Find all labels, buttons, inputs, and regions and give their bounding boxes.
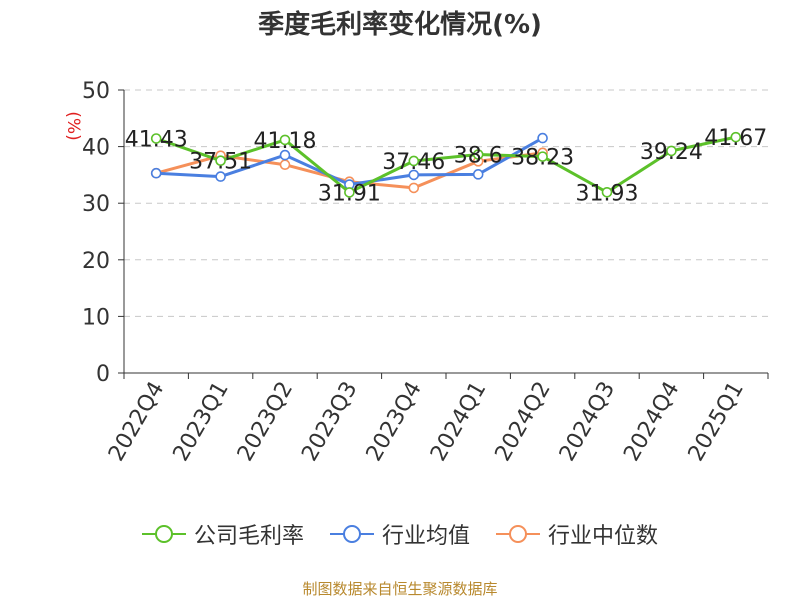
data-point	[408, 155, 420, 167]
gridlines	[124, 89, 768, 317]
legend-label: 公司毛利率	[193, 524, 304, 549]
y-tick-label: 50	[82, 79, 110, 104]
data-label: 41.18	[254, 129, 317, 154]
y-tick-label: 20	[82, 249, 110, 274]
data-point	[279, 134, 291, 146]
x-tick-label: 2023Q3	[297, 378, 362, 466]
data-label: 31.93	[576, 181, 639, 206]
data-label: 31.91	[318, 181, 381, 206]
data-point	[601, 186, 613, 198]
data-point	[150, 133, 162, 144]
legend-line-circle-icon	[329, 525, 374, 543]
data-point	[408, 169, 420, 181]
x-tick-label: 2023Q1	[168, 378, 233, 466]
y-tick-label: 40	[82, 136, 110, 161]
data-label: 41.43	[125, 128, 188, 153]
y-tick-label: 10	[82, 305, 110, 330]
legend-label: 行业中位数	[548, 524, 659, 549]
y-axis-label: (%)	[63, 111, 83, 140]
x-tick-label: 2023Q4	[362, 378, 427, 466]
legend-line-circle-icon	[141, 525, 186, 543]
data-point	[279, 149, 291, 161]
legend-label: 行业均值	[381, 524, 470, 549]
data-label: 39.24	[640, 140, 703, 165]
data-point	[408, 182, 420, 194]
x-tick-label: 2024Q3	[555, 378, 620, 466]
data-point	[215, 155, 226, 166]
x-tick-label: 2024Q1	[426, 378, 491, 466]
legend-line-circle-icon	[496, 525, 540, 543]
x-tick-label: 2023Q2	[233, 378, 298, 466]
x-tick-label: 2024Q2	[490, 378, 555, 466]
data-point	[279, 159, 291, 171]
x-tick-label: 2024Q4	[619, 378, 684, 466]
x-tick-label: 2025Q1	[684, 378, 749, 466]
data-point	[537, 151, 548, 162]
data-label: 41.67	[704, 126, 767, 151]
data-point	[215, 171, 226, 182]
legend-item-company[interactable]: 公司毛利率	[141, 518, 304, 550]
data-point	[472, 169, 484, 180]
data-point	[344, 187, 355, 198]
series	[150, 131, 742, 198]
data-label: 37.51	[189, 150, 252, 175]
chart-title: 季度毛利率变化情况(%)	[258, 10, 542, 40]
data-point	[150, 167, 162, 179]
series-line	[155, 135, 737, 194]
legend: 公司毛利率 行业均值 行业中位数	[0, 518, 800, 550]
x-tick-label: 2022Q4	[104, 378, 169, 466]
y-tick-label: 30	[82, 192, 110, 217]
data-point	[537, 132, 548, 144]
data-label: 38.23	[511, 146, 574, 171]
data-point	[472, 149, 484, 160]
y-tick-label: 0	[96, 362, 110, 387]
data-point	[730, 131, 742, 143]
data-source: 制图数据来自恒生聚源数据库	[302, 580, 498, 598]
legend-item-industry-median[interactable]: 行业中位数	[496, 518, 658, 550]
legend-item-industry-avg[interactable]: 行业均值	[329, 518, 470, 550]
data-label: 37.46	[382, 150, 445, 175]
data-label: 38.6	[454, 144, 503, 169]
data-point	[666, 145, 677, 157]
